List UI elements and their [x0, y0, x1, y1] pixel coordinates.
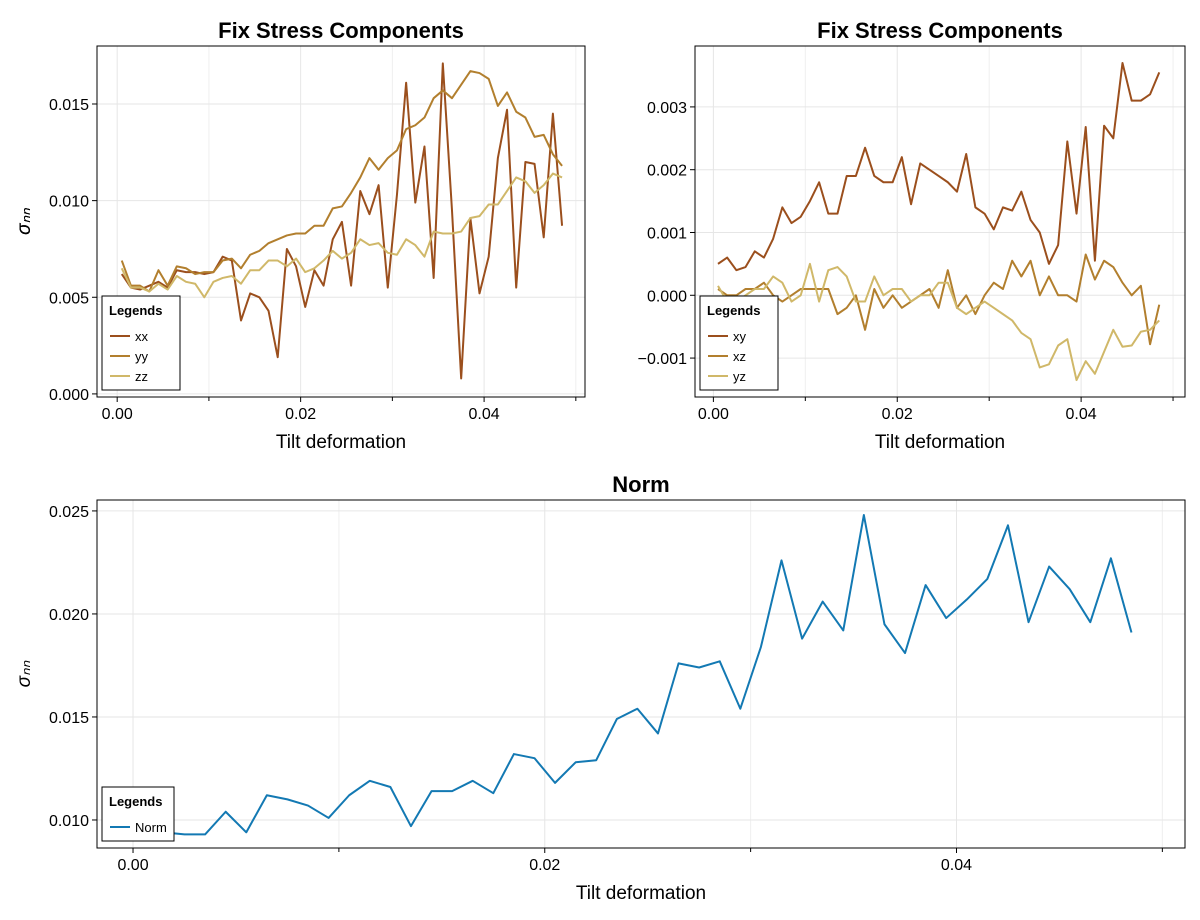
- y-tick-label: 0.005: [49, 290, 89, 307]
- legend: Legends xx yy zz: [101, 295, 181, 391]
- y-axis-label: σₙₙ: [14, 660, 35, 687]
- x-axis-label: Tilt deformation: [576, 883, 706, 904]
- axes-frame: [96, 45, 586, 398]
- series-line: [120, 172, 563, 299]
- legend-entry: zz: [135, 369, 148, 384]
- plot-area: [120, 62, 564, 380]
- x-tick-label: 0.00: [102, 406, 133, 423]
- x-tick-label: 0.02: [285, 406, 316, 423]
- legend-title: Legends: [109, 303, 162, 318]
- series-line: [143, 514, 1133, 836]
- y-tick-label: 0.002: [647, 163, 687, 180]
- y-tick-label: 0.020: [49, 607, 89, 624]
- plot-area: [143, 514, 1133, 836]
- legend-entry: xz: [733, 349, 746, 364]
- y-tick-label: 0.010: [49, 813, 89, 830]
- x-tick-label: 0.00: [117, 857, 148, 874]
- y-tick-label: 0.025: [49, 504, 89, 521]
- subplot: 0.00 0.02 0.04 0.010 0.015 0.020 0.025 Norm Tilt…: [14, 472, 1186, 904]
- subplot: 0.00 0.02 0.04 0.000 0.005 0.010 0.015 Fix Stre…: [14, 18, 586, 453]
- x-tick-label: 0.00: [698, 406, 729, 423]
- y-tick-label: 0.000: [49, 387, 89, 404]
- y-axis-label: σₙₙ: [14, 208, 35, 235]
- series-line: [717, 253, 1161, 346]
- subplot: 0.00 0.02 0.04 −0.001 0.000 0.001 0.002 0.003 Fi…: [14, 18, 1186, 453]
- y-tick-label: 0.015: [49, 710, 89, 727]
- y-tick-label: 0.000: [647, 288, 687, 305]
- legend: Legends xy xz yz: [699, 295, 779, 391]
- legend-title: Legends: [707, 303, 760, 318]
- chart-title: Fix Stress Components: [218, 18, 464, 43]
- y-tick-label: 0.015: [49, 97, 89, 114]
- legend-entry: xy: [733, 329, 747, 344]
- y-tick-label: −0.001: [638, 351, 687, 368]
- legend-box: [699, 295, 779, 391]
- series-line: [120, 62, 564, 380]
- legend-entry: yy: [135, 349, 149, 364]
- x-tick-label: 0.04: [1066, 406, 1097, 423]
- legend-title: Legends: [109, 794, 162, 809]
- axes-frame: [694, 45, 1186, 398]
- y-tick-label: 0.010: [49, 194, 89, 211]
- series-line: [120, 70, 563, 293]
- y-tick-label: 0.003: [647, 100, 687, 117]
- x-tick-label: 0.02: [882, 406, 913, 423]
- y-tick-label: 0.001: [647, 225, 687, 242]
- legend-box: [101, 295, 181, 391]
- legend-entry: yz: [733, 369, 746, 384]
- plot-area: [717, 61, 1161, 382]
- y-axis-label: σₙₙ: [14, 208, 35, 235]
- chart-title: Fix Stress Components: [817, 18, 1063, 43]
- legend-entry: xx: [135, 329, 149, 344]
- x-tick-label: 0.04: [469, 406, 500, 423]
- series-line: [717, 61, 1161, 272]
- x-axis-label: Tilt deformation: [276, 432, 406, 453]
- x-tick-label: 0.04: [941, 857, 972, 874]
- axes-frame: [96, 499, 1186, 849]
- x-tick-label: 0.02: [529, 857, 560, 874]
- legend: Legends Norm: [101, 786, 175, 842]
- series-line: [717, 262, 1160, 382]
- legend-entry: Norm: [135, 820, 167, 835]
- x-axis-label: Tilt deformation: [875, 432, 1005, 453]
- chart-title: Norm: [612, 472, 669, 497]
- legend-box: [101, 786, 175, 842]
